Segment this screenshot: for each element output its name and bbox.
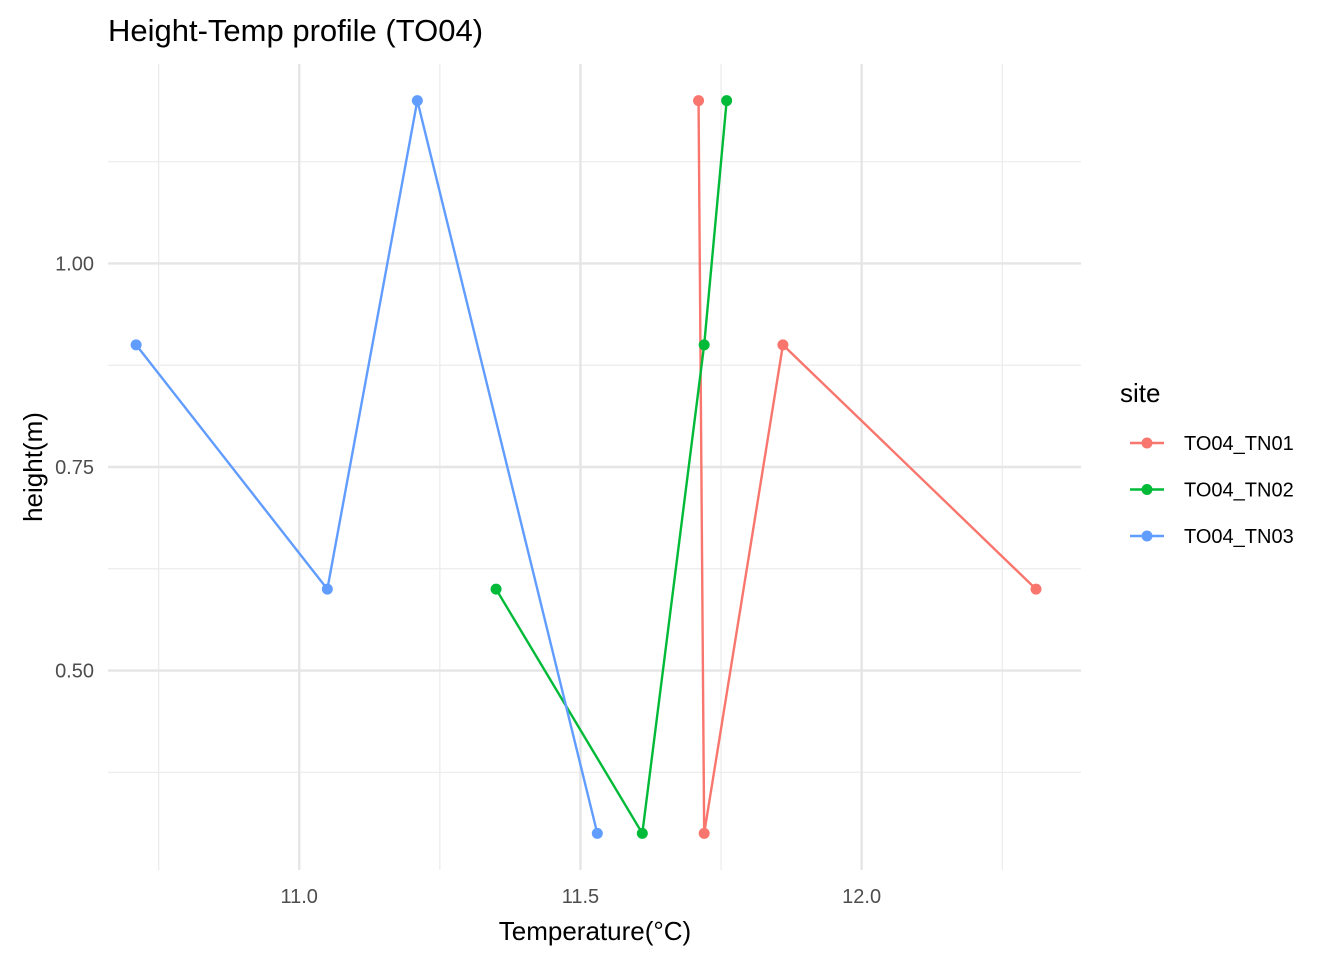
x-tick-label: 12.0 — [842, 886, 881, 908]
x-axis-tick-labels: 11.0 11.5 12.0 — [280, 886, 881, 908]
legend-title: site — [1120, 378, 1160, 408]
data-point — [698, 339, 710, 351]
y-tick-label: 0.50 — [55, 661, 94, 683]
x-axis-title: Temperature(°C) — [499, 916, 691, 946]
x-tick-label: 11.0 — [280, 886, 317, 908]
series-lines — [135, 99, 1037, 835]
data-point — [1030, 583, 1042, 595]
data-point — [721, 95, 733, 107]
legend-key-point — [1141, 484, 1153, 495]
legend-item: TO04_TN01 — [1130, 433, 1294, 455]
series-line-to04-tn03 — [135, 99, 599, 834]
data-point — [777, 339, 789, 351]
data-point — [636, 827, 648, 839]
chart-title: Height-Temp profile (TO04) — [108, 13, 483, 48]
legend-item: TO04_TN02 — [1130, 480, 1294, 502]
legend-label: TO04_TN02 — [1184, 480, 1294, 502]
series-points — [130, 95, 1042, 839]
data-point — [490, 583, 502, 595]
legend: site TO04_TN01 TO04_TN02 TO04_TN03 — [1120, 378, 1294, 548]
legend-key-point — [1141, 530, 1153, 542]
legend-item: TO04_TN03 — [1130, 526, 1294, 548]
data-point — [698, 827, 710, 839]
minor-gridlines — [108, 64, 1081, 870]
y-tick-label: 1.00 — [55, 253, 94, 275]
legend-label: TO04_TN03 — [1184, 526, 1294, 548]
data-point — [321, 583, 333, 595]
major-gridlines — [108, 64, 1081, 870]
data-point — [591, 827, 603, 839]
data-point — [411, 95, 423, 107]
legend-items: TO04_TN01 TO04_TN02 TO04_TN03 — [1130, 433, 1294, 548]
legend-key-point — [1141, 437, 1153, 449]
y-tick-label: 0.75 — [55, 457, 94, 479]
legend-label: TO04_TN01 — [1184, 433, 1294, 455]
series-line-to04-tn02 — [495, 100, 728, 835]
series-line-to04-tn01 — [697, 100, 1037, 835]
data-point — [693, 95, 705, 107]
y-axis-title: height(m) — [18, 412, 48, 522]
x-tick-label: 11.5 — [562, 886, 599, 908]
y-axis-tick-labels: 0.50 0.75 1.00 — [55, 253, 94, 682]
data-point — [130, 339, 142, 351]
